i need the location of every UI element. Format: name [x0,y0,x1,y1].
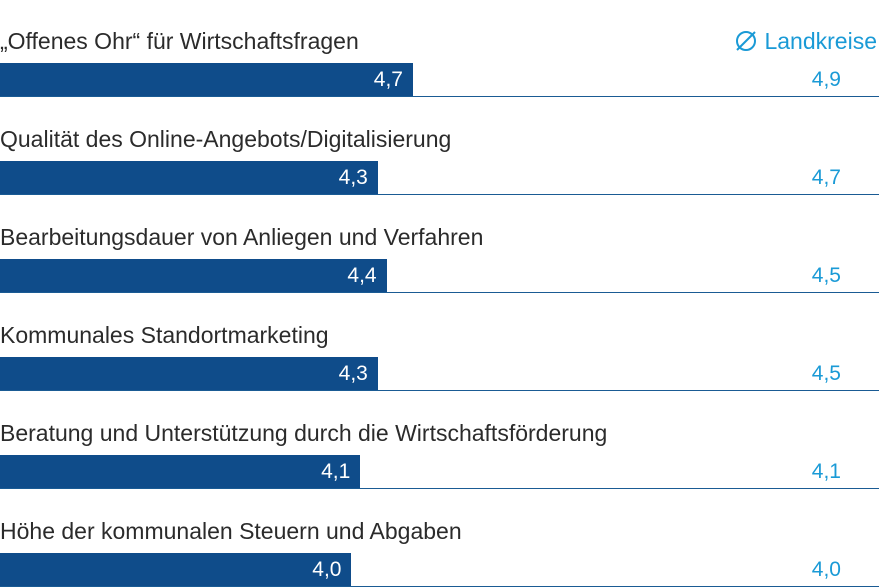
average-value-label: 4,1 [811,460,841,483]
bar-value-label: 4,7 [373,68,403,91]
category-label: Beratung und Unterstützung durch die Wir… [0,420,608,446]
bar-value-label: 4,3 [338,166,368,189]
category-label: Kommunales Standortmarketing [0,322,329,348]
row-baseline [0,390,879,391]
bar [0,553,352,587]
bar [0,63,413,97]
bar [0,455,361,489]
bar [0,357,378,391]
legend-label: Landkreise [764,27,877,54]
category-label: Bearbeitungsdauer von Anliegen und Verfa… [0,224,484,250]
average-value-label: 4,5 [811,264,841,287]
bar-value-label: 4,3 [338,362,368,385]
average-symbol-icon [736,31,757,51]
row-baseline [0,194,879,195]
category-label: „Offenes Ohr“ für Wirtschaftsfragen [0,28,359,54]
average-value-label: 4,7 [811,166,841,189]
bar-value-label: 4,0 [312,558,342,581]
category-label: Höhe der kommunalen Steuern und Abgaben [0,518,462,544]
average-value-label: 4,5 [811,362,841,385]
bar [0,259,387,293]
bar [0,161,378,195]
bar-value-label: 4,1 [321,460,351,483]
bar-value-label: 4,4 [347,264,377,287]
average-value-label: 4,0 [811,558,841,581]
average-value-label: 4,9 [811,68,841,91]
row-baseline [0,488,879,489]
row-baseline [0,586,879,587]
row-baseline [0,292,879,293]
legend: Landkreise [734,26,877,56]
row-baseline [0,96,879,97]
category-label: Qualität des Online-Angebots/Digitalisie… [0,126,452,152]
